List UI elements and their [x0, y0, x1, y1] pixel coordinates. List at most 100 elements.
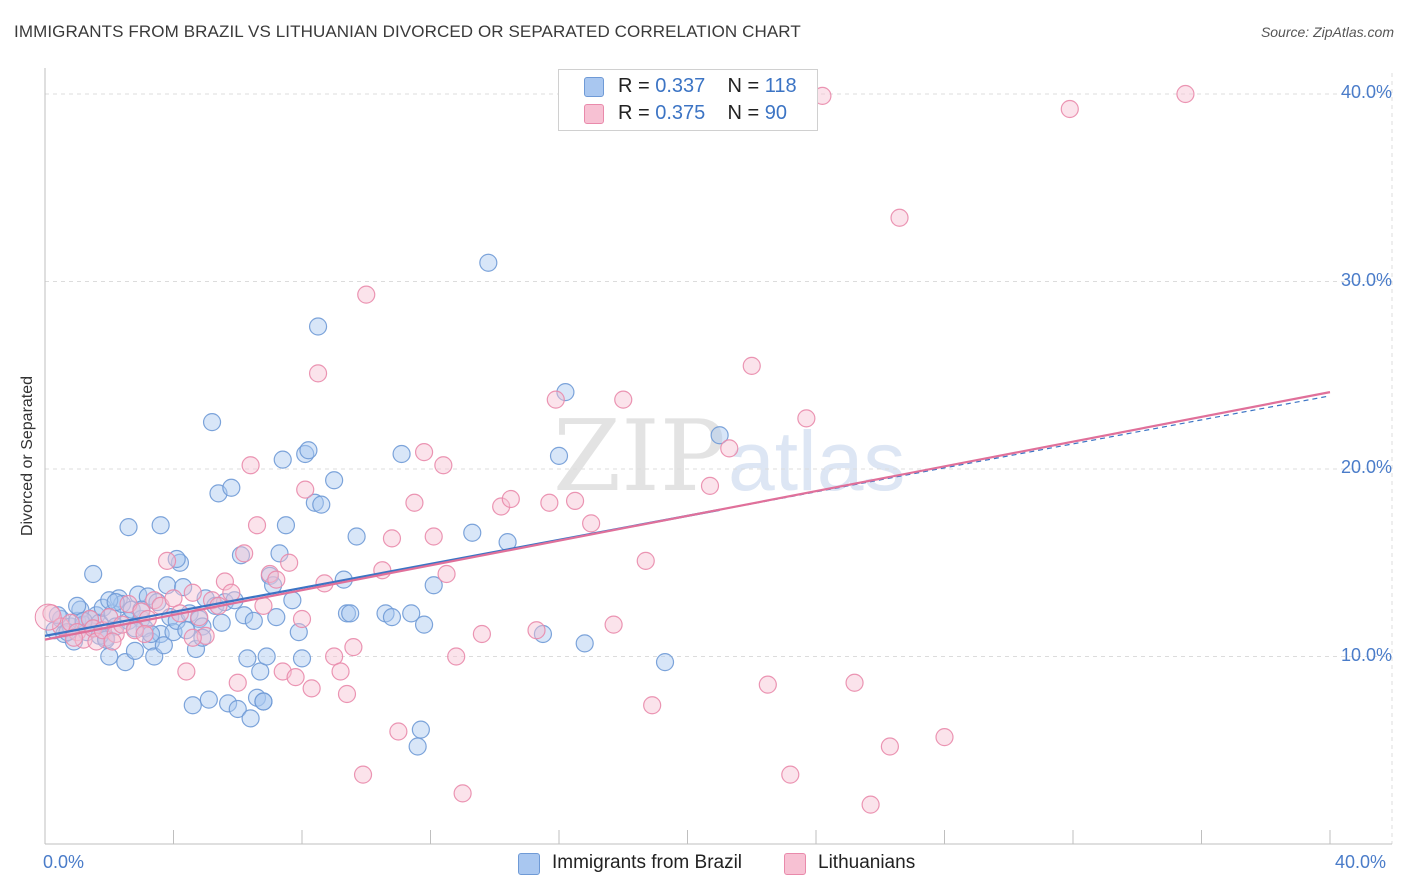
- point-lithuanians-32: [247, 516, 267, 535]
- bottom-legend-swatch-lithuanians: [784, 853, 806, 875]
- legend-n-value-brazil: 118: [764, 75, 797, 97]
- point-brazil-50: [212, 613, 231, 632]
- point-brazil-69: [273, 450, 292, 469]
- point-lithuanians-40: [296, 480, 315, 499]
- point-brazil-75: [299, 441, 318, 460]
- point-brazil-56: [231, 546, 251, 565]
- point-brazil-105: [68, 596, 87, 615]
- y-tick-label-1: 20.0%: [1340, 457, 1392, 477]
- point-brazil-102: [119, 518, 138, 537]
- point-lithuanians-80: [890, 208, 909, 227]
- point-brazil-109: [193, 628, 212, 647]
- point-brazil-59: [241, 709, 260, 728]
- point-brazil-62: [251, 662, 270, 681]
- point-lithuanians-73: [758, 675, 777, 694]
- point-lithuanians-38: [286, 668, 305, 687]
- point-brazil-73: [292, 649, 312, 668]
- point-brazil-15: [100, 647, 119, 666]
- point-lithuanians-66: [604, 615, 623, 634]
- point-lithuanians-60: [501, 489, 520, 509]
- point-lithuanians-33: [254, 596, 273, 615]
- point-brazil-99: [655, 653, 675, 672]
- point-brazil-47: [202, 413, 222, 432]
- point-brazil-67: [267, 608, 286, 627]
- point-lithuanians-37: [280, 553, 299, 572]
- point-brazil-23: [125, 641, 145, 660]
- point-lithuanians-cluster: [34, 603, 62, 631]
- x-tick-label-min: 0.0%: [43, 852, 85, 872]
- point-lithuanians-53: [414, 443, 434, 462]
- trend-line-lithuanians: [44, 391, 1331, 641]
- point-lithuanians-85: [434, 456, 453, 475]
- watermark-atlas: atlas: [728, 414, 905, 508]
- point-brazil-71: [283, 591, 302, 610]
- point-lithuanians-45: [331, 662, 350, 681]
- point-lithuanians-67: [614, 390, 633, 409]
- point-lithuanians-86: [183, 628, 202, 647]
- point-brazil-78: [312, 495, 331, 514]
- point-brazil-55: [228, 699, 247, 719]
- point-lithuanians-83: [1176, 84, 1195, 104]
- point-lithuanians-23: [190, 608, 209, 627]
- point-brazil-103: [151, 516, 170, 535]
- point-brazil-58: [238, 649, 257, 668]
- point-lithuanians-48: [357, 285, 376, 304]
- point-lithuanians-31: [241, 456, 260, 475]
- x-tick-label-max: 40.0%: [1335, 852, 1387, 872]
- point-lithuanians-57: [453, 784, 472, 803]
- point-lithuanians-30: [235, 544, 254, 563]
- point-brazil-100: [710, 426, 729, 445]
- point-brazil-52: [219, 694, 238, 713]
- point-lithuanians-54: [424, 527, 443, 546]
- point-brazil-97: [556, 383, 575, 402]
- point-brazil-90: [414, 615, 434, 634]
- point-brazil-60: [244, 611, 263, 630]
- point-lithuanians-22: [183, 583, 202, 602]
- point-brazil-76: [305, 493, 324, 512]
- point-brazil-53: [222, 478, 241, 497]
- point-brazil-101: [84, 564, 103, 584]
- bottom-legend-swatch-brazil: [518, 853, 540, 875]
- point-lithuanians-79: [880, 737, 899, 756]
- point-brazil-98: [575, 634, 594, 653]
- point-lithuanians-68: [636, 551, 655, 570]
- point-lithuanians-51: [389, 722, 408, 741]
- point-lithuanians-88: [103, 632, 122, 651]
- point-brazil-70: [276, 516, 296, 535]
- point-brazil-64: [257, 647, 276, 666]
- y-tick-label-0: 10.0%: [1340, 644, 1392, 665]
- point-brazil-86: [392, 444, 411, 464]
- legend-n-value-lithuanians: 90: [764, 102, 788, 124]
- point-lithuanians-75: [797, 409, 816, 428]
- point-brazil-87: [402, 604, 421, 623]
- point-brazil-68: [270, 544, 289, 563]
- point-brazil-91: [424, 576, 443, 595]
- point-lithuanians-42: [308, 364, 328, 383]
- point-lithuanians-55: [437, 564, 456, 584]
- point-brazil-85: [382, 608, 402, 627]
- point-lithuanians-63: [546, 390, 565, 409]
- y-tick-label-2: 30.0%: [1340, 269, 1392, 290]
- legend-r-value-lithuanians: 0.375: [655, 102, 706, 124]
- point-lithuanians-29: [228, 673, 247, 692]
- point-brazil-77: [308, 317, 328, 336]
- legend-r-label: R =: [618, 102, 650, 124]
- point-brazil-83: [347, 527, 366, 546]
- legend-r-value-brazil: 0.337: [655, 75, 706, 97]
- point-lithuanians-19: [164, 589, 183, 608]
- point-lithuanians-50: [382, 529, 402, 548]
- point-brazil-42: [186, 639, 206, 659]
- stats-legend: R = 0.337 N = 118 R = 0.375 N = 90: [558, 69, 818, 131]
- point-lithuanians-58: [472, 624, 491, 644]
- point-lithuanians-44: [325, 647, 344, 666]
- point-lithuanians-82: [1060, 99, 1079, 119]
- point-lithuanians-47: [344, 638, 363, 657]
- point-brazil-32: [154, 636, 173, 655]
- point-lithuanians-62: [540, 493, 559, 512]
- point-lithuanians-7: [87, 632, 106, 651]
- point-lithuanians-27: [215, 572, 234, 591]
- y-tick-label-3: 40.0%: [1340, 82, 1392, 102]
- bottom-legend-label-brazil: Immigrants from Brazil: [552, 852, 743, 873]
- point-brazil-57: [235, 606, 254, 625]
- point-brazil-88: [408, 737, 427, 756]
